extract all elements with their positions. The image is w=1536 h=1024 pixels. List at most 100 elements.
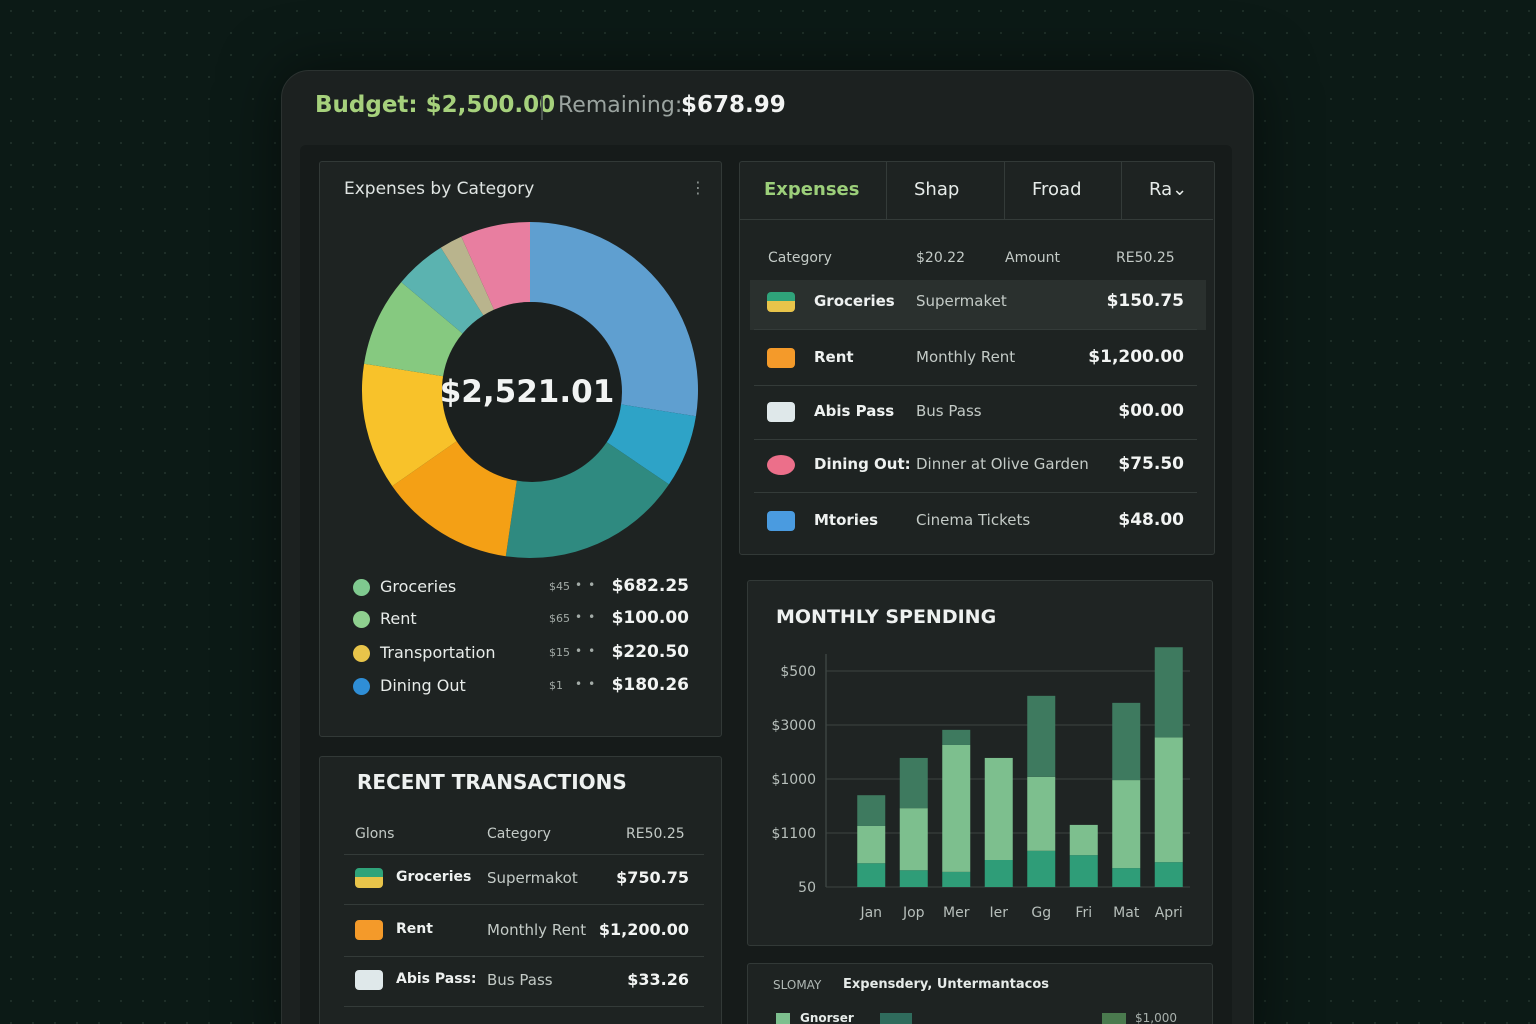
column-header: Category (487, 826, 551, 842)
legend-amount: $180.26 (611, 675, 689, 695)
donut-segment (602, 403, 696, 485)
donut-segment (505, 439, 669, 558)
legend-name: Rent (380, 609, 417, 628)
donut-hole (442, 302, 622, 482)
row-amount: $00.00 (1118, 401, 1184, 421)
card-title: RECENT TRANSACTIONS (357, 770, 627, 794)
bar-segment (1154, 862, 1183, 887)
row-icon (767, 292, 795, 312)
legend-name: Dining Out (380, 676, 466, 695)
legend-name: Groceries (380, 577, 457, 596)
summary-item: Gnorser (800, 1011, 854, 1024)
row-name[interactable]: Dining Out: (814, 455, 911, 473)
row-amount: $48.00 (1118, 510, 1184, 530)
row-description: Cinema Tickets (916, 511, 1031, 529)
legend-note: $65 (549, 612, 570, 625)
bar-segment (1112, 868, 1141, 887)
row-name[interactable]: Rent (814, 348, 854, 366)
bar-segment (1154, 737, 1183, 863)
column-header: Category (768, 250, 832, 266)
summary-title: Expensdery, Untermantacos (843, 977, 1050, 992)
tab[interactable]: Ra⌄ (1149, 179, 1188, 200)
column-header: Amount (1005, 250, 1061, 266)
column-header: Glons (355, 826, 395, 842)
menu-button[interactable]: ⋮ (690, 178, 706, 197)
legend-amount: $100.00 (611, 608, 689, 628)
row-divider (754, 329, 1197, 330)
row-amount: $33.26 (627, 970, 689, 989)
x-tick-label: Mer (943, 905, 970, 921)
bar-segment (1112, 780, 1141, 869)
x-tick-label: Apri (1155, 905, 1183, 921)
legend-dots: •• (575, 610, 602, 624)
bar-segment (1069, 855, 1098, 887)
y-tick-label: $3000 (771, 718, 816, 734)
row-icon (767, 511, 795, 531)
row-name[interactable]: Abis Pass (814, 402, 895, 420)
row-icon (355, 970, 383, 990)
summary-card (747, 963, 1213, 1024)
expenses-card (739, 161, 1215, 555)
row-description: Supermakot (487, 869, 578, 887)
y-tick-label: 50 (798, 880, 816, 896)
row-divider (344, 904, 704, 905)
x-tick-label: Ier (990, 905, 1009, 921)
row-name[interactable]: Groceries (396, 869, 472, 885)
bar-segment (899, 870, 928, 887)
tab[interactable]: Expenses (764, 179, 860, 200)
row-divider (344, 1006, 704, 1007)
legend-note: $15 (549, 646, 570, 659)
row-icon (767, 455, 795, 475)
row-description: Bus Pass (487, 971, 553, 989)
bar-segment (899, 757, 928, 809)
legend-dots: •• (575, 578, 602, 592)
budget: Budget: $2,500.00 (315, 92, 556, 118)
row-icon (355, 868, 383, 888)
row-amount: $1,200.00 (598, 920, 689, 939)
legend-dot (353, 678, 370, 695)
row-divider (754, 439, 1197, 440)
summary-amount: $1,000 (1135, 1011, 1177, 1024)
tab[interactable]: Froad (1032, 179, 1082, 200)
bar-segment (857, 795, 886, 826)
row-amount: $75.50 (1118, 454, 1184, 474)
row-name[interactable]: Abis Pass: (396, 971, 477, 987)
row-divider (754, 492, 1197, 493)
donut-segment (440, 236, 495, 316)
row-highlight (750, 280, 1206, 330)
card-title: MONTHLY SPENDING (776, 606, 997, 628)
legend-dot (353, 611, 370, 628)
separator (541, 96, 543, 120)
column-header: RE50.25 (626, 826, 685, 842)
bar-segment (984, 757, 1013, 860)
bar-segment (1154, 647, 1183, 738)
legend-note: $45 (549, 580, 570, 593)
row-divider (754, 385, 1197, 386)
legend-note: $1 (549, 679, 563, 692)
x-tick-label: Jan (859, 905, 882, 921)
legend-amount: $682.25 (611, 576, 689, 596)
tab[interactable]: Shap (914, 179, 960, 200)
legend-dots: •• (575, 677, 602, 691)
bar-segment (1069, 824, 1098, 856)
legend-dot (353, 645, 370, 662)
bar-segment (1112, 702, 1141, 781)
remaining-value: $678.99 (681, 92, 786, 118)
row-description: Supermaket (916, 292, 1007, 310)
x-tick-label: Jop (902, 905, 925, 921)
donut-segment (530, 222, 698, 417)
row-description: Monthly Rent (487, 921, 587, 939)
row-name[interactable]: Groceries (814, 292, 895, 310)
tab-divider (886, 162, 887, 219)
row-icon (767, 348, 795, 368)
tab-divider (1121, 162, 1122, 219)
donut-total: $2,521.01 (440, 374, 615, 410)
row-amount: $750.75 (616, 868, 689, 887)
bar-segment (1027, 850, 1056, 887)
row-icon (767, 402, 795, 422)
row-name[interactable]: Rent (396, 921, 433, 937)
tab-divider (740, 219, 1213, 220)
y-tick-label: $1000 (771, 772, 816, 788)
row-name[interactable]: Mtories (814, 511, 879, 529)
